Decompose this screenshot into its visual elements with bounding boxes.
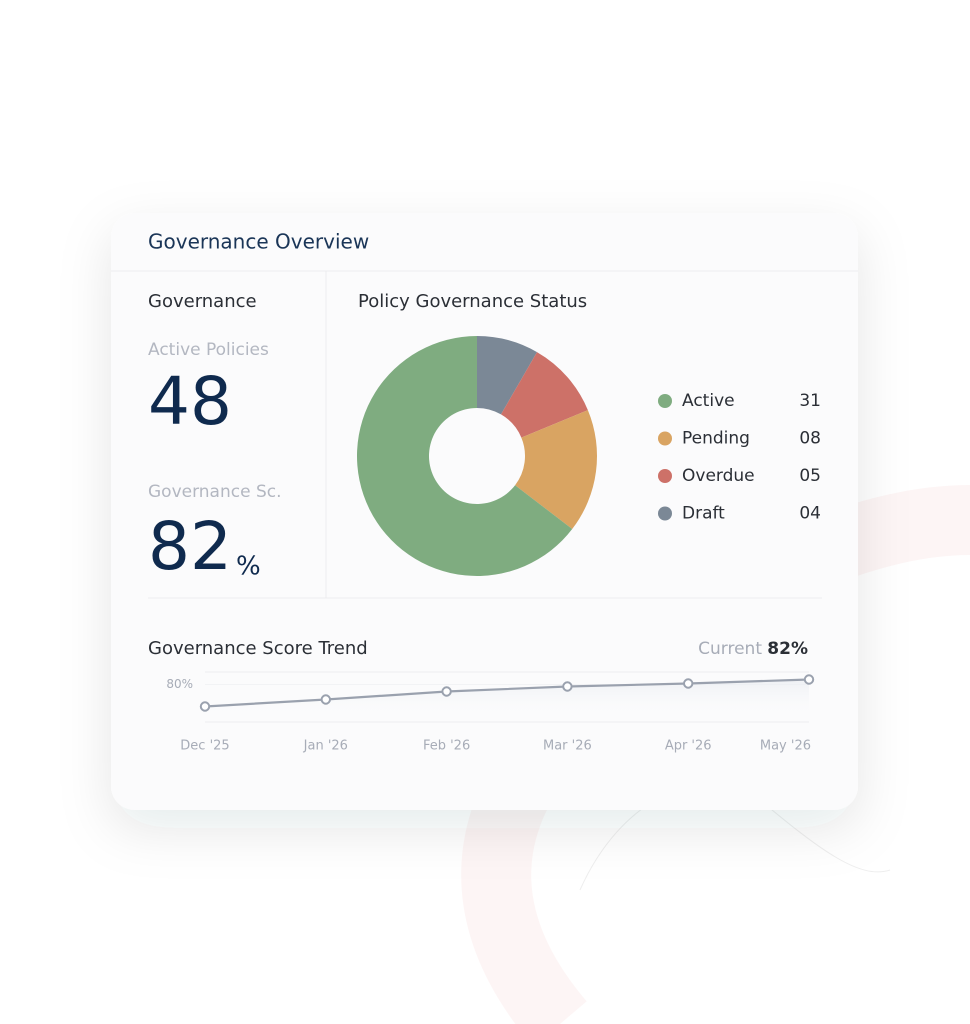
x-tick-label: Feb '26 bbox=[423, 739, 470, 754]
legend-swatch bbox=[658, 431, 672, 446]
legend-value: 04 bbox=[799, 504, 821, 524]
x-tick-label: Apr '26 bbox=[665, 739, 712, 754]
kpi-value: 48 bbox=[148, 363, 232, 440]
donut-slice bbox=[501, 352, 588, 438]
legend-label: Pending bbox=[682, 429, 750, 449]
chart-title: Governance Score Trend bbox=[148, 638, 368, 659]
section-title: Governance bbox=[148, 291, 257, 312]
legend-swatch bbox=[658, 506, 672, 521]
trend-point bbox=[803, 674, 815, 685]
legend-label: Overdue bbox=[682, 466, 755, 486]
current-value: 82% bbox=[767, 639, 808, 659]
legend-swatch bbox=[658, 394, 672, 408]
legend-label: Active bbox=[682, 391, 735, 411]
trend-point bbox=[441, 686, 452, 697]
donut-slice bbox=[515, 410, 597, 530]
trend-line bbox=[204, 678, 810, 708]
x-tick-label: May '26 bbox=[760, 739, 811, 754]
legend-label: Draft bbox=[682, 504, 725, 524]
trend-point bbox=[320, 694, 331, 705]
kpi-unit: % bbox=[236, 552, 261, 582]
x-tick-label: Mar '26 bbox=[543, 739, 592, 754]
legend-value: 08 bbox=[799, 429, 821, 449]
legend-value: 31 bbox=[799, 391, 821, 411]
legend-swatch bbox=[658, 469, 672, 483]
current-label: Current bbox=[698, 639, 762, 659]
donut-slice bbox=[477, 336, 537, 415]
trend-area bbox=[205, 679, 809, 722]
chart-title: Policy Governance Status bbox=[358, 291, 587, 312]
y-tick-label: 80% bbox=[166, 677, 193, 691]
card-title: Governance Overview bbox=[148, 230, 369, 254]
trend-point bbox=[199, 701, 211, 712]
x-tick-label: Jan '26 bbox=[303, 739, 348, 754]
legend-value: 05 bbox=[799, 466, 821, 486]
x-tick-label: Dec '25 bbox=[180, 739, 229, 754]
kpi-label: Active Policies bbox=[148, 340, 269, 360]
kpi-value: 82 bbox=[148, 508, 232, 585]
kpi-label: Governance Sc. bbox=[148, 482, 282, 502]
trend-point bbox=[683, 678, 694, 689]
donut-slice bbox=[357, 336, 573, 576]
trend-point bbox=[562, 681, 573, 692]
